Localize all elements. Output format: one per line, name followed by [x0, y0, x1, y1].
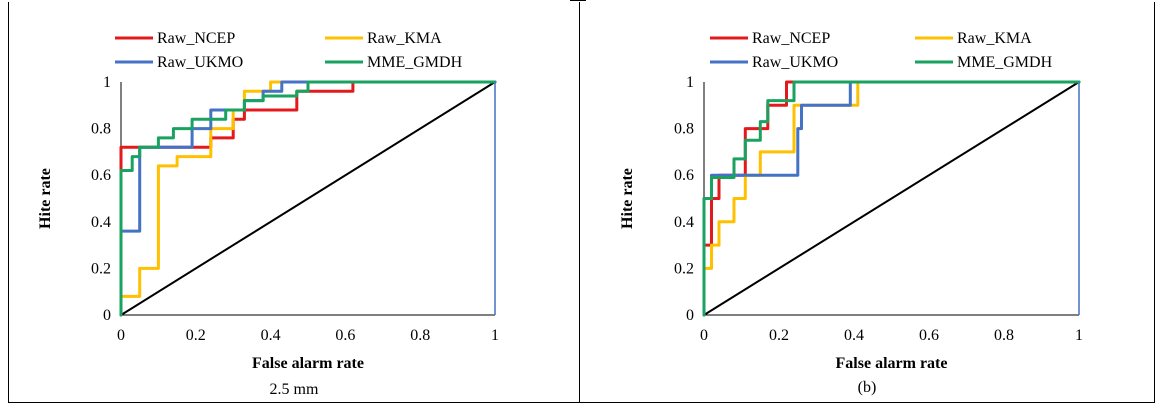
y-tick-label: 1 [686, 74, 694, 91]
y-tick-label: 0 [103, 307, 111, 324]
legend-label: Raw_UKMO [752, 54, 838, 71]
x-tick-label: 0.8 [994, 327, 1014, 344]
y-tick-label: 0.6 [91, 167, 111, 184]
x-tick-label: 0.4 [261, 327, 281, 344]
y-tick-label: 0.8 [674, 121, 694, 138]
series-line-mme-gmdh [119, 80, 497, 317]
y-tick-label: 0.6 [674, 167, 694, 184]
legend-label: Raw_NCEP [752, 30, 830, 47]
x-tick-label: 0.8 [410, 327, 430, 344]
series-line-mme-gmdh [702, 80, 1081, 317]
legend-label: Raw_KMA [957, 30, 1032, 47]
y-tick-label: 0.4 [91, 214, 111, 231]
x-tick-label: 0.6 [335, 327, 355, 344]
legend-label: Raw_NCEP [157, 30, 235, 47]
y-tick-label: 0 [686, 307, 694, 324]
caption-panel-b: (b) [857, 379, 877, 396]
legend-label: Raw_UKMO [157, 54, 243, 71]
legend-label: MME_GMDH [957, 54, 1053, 71]
y-axis-label: Hite rate [619, 168, 636, 229]
x-tick-label: 0 [117, 327, 125, 344]
y-tick-label: 0.2 [91, 260, 111, 277]
x-tick-label: 0 [700, 327, 708, 344]
y-tick-label: 0.4 [674, 214, 694, 231]
reference-diagonal-line [120, 81, 496, 316]
reference-diagonal-line [703, 81, 1080, 316]
x-axis-label: False alarm rate [252, 355, 364, 372]
x-axis-label: False alarm rate [836, 355, 948, 372]
y-axis-label: Hite rate [37, 168, 54, 229]
top-rule [570, 0, 586, 1]
x-tick-label: 0.6 [919, 327, 939, 344]
legend-label: MME_GMDH [367, 54, 463, 71]
caption-panel-a: 2.5 mm [269, 381, 319, 398]
chart-panel-b: 0 0.2 0.4 0.6 0.8 1 0 0.2 0.4 0.6 0.8 1 False alarm … [619, 30, 1083, 372]
y-tick-label: 0.8 [91, 121, 111, 138]
legend-label: Raw_KMA [367, 30, 442, 47]
x-tick-label: 1 [491, 327, 499, 344]
x-tick-label: 0.2 [769, 327, 789, 344]
series-line-raw-ukmo [119, 80, 497, 317]
y-tick-label: 1 [103, 74, 111, 91]
y-tick-label: 0.2 [674, 260, 694, 277]
x-tick-label: 1 [1075, 327, 1083, 344]
series-line-raw-kma [119, 80, 497, 317]
chart-panel-a: 0 0.2 0.4 0.6 0.8 1 0 0.2 0.4 0.6 0.8 1 False alarm … [37, 30, 499, 372]
x-tick-label: 0.2 [186, 327, 206, 344]
x-tick-label: 0.4 [844, 327, 864, 344]
